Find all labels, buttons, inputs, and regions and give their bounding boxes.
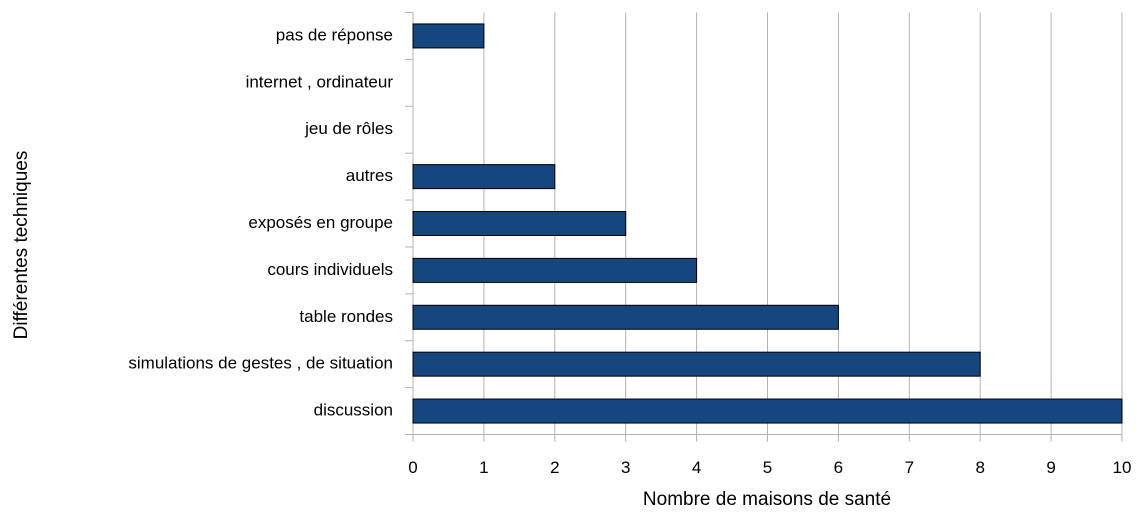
x-tick-label: 0: [408, 458, 417, 477]
x-tick-label: 6: [834, 458, 843, 477]
x-tick-label: 1: [479, 458, 488, 477]
bar: [412, 257, 698, 283]
x-tick-label: 10: [1113, 458, 1132, 477]
y-tick-label: jeu de rôles: [304, 119, 393, 138]
x-axis-label: Nombre de maisons de santé: [643, 489, 891, 510]
x-tick-label: 5: [763, 458, 772, 477]
bar: [412, 211, 627, 236]
x-tick-label: 8: [975, 458, 984, 477]
y-tick-label: table rondes: [299, 307, 393, 326]
y-tick-label: pas de réponse: [276, 25, 393, 44]
bar: [412, 304, 839, 330]
y-tick-label: autres: [346, 166, 393, 185]
x-tick-label: 7: [905, 458, 914, 477]
y-tick-label: exposés en groupe: [248, 213, 393, 232]
bar: [412, 398, 1123, 424]
y-tick-label: simulations de gestes , de situation: [128, 354, 393, 373]
y-tick-label: discussion: [314, 401, 393, 420]
x-tick-label: 2: [550, 458, 559, 477]
x-tick-label: 4: [692, 458, 701, 477]
bar: [412, 164, 556, 190]
y-tick-label: internet , ordinateur: [246, 72, 394, 91]
x-tick-label: 9: [1046, 458, 1055, 477]
y-axis-label: Différentes techniques: [11, 151, 32, 340]
x-tick-label: 3: [621, 458, 630, 477]
y-tick-label: cours individuels: [267, 260, 393, 279]
bar: [412, 23, 485, 49]
bar: [412, 351, 981, 377]
